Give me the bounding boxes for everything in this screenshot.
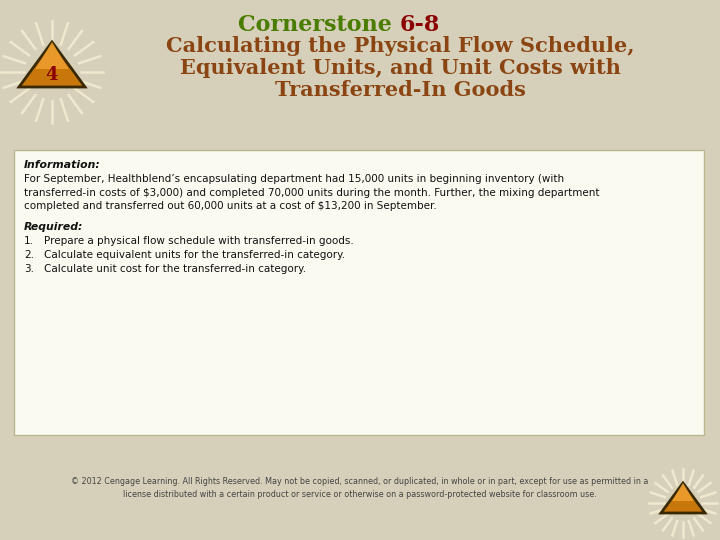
Polygon shape [672, 483, 694, 501]
Text: Transferred-In Goods: Transferred-In Goods [274, 80, 526, 100]
Text: 2.: 2. [24, 250, 34, 260]
Text: Equivalent Units, and Unit Costs with: Equivalent Units, and Unit Costs with [179, 58, 621, 78]
Text: license distributed with a certain product or service or otherwise on a password: license distributed with a certain produ… [123, 490, 597, 499]
Text: 6-8: 6-8 [400, 14, 441, 36]
Polygon shape [35, 42, 68, 69]
Text: Information:: Information: [24, 160, 101, 170]
Text: © 2012 Cengage Learning. All Rights Reserved. May not be copied, scanned, or dup: © 2012 Cengage Learning. All Rights Rese… [71, 477, 649, 486]
Text: Prepare a physical flow schedule with transferred-in goods.: Prepare a physical flow schedule with tr… [44, 237, 354, 246]
Text: 1.: 1. [24, 237, 34, 246]
Text: Calculating the Physical Flow Schedule,: Calculating the Physical Flow Schedule, [166, 36, 634, 56]
Text: transferred-in costs of $3,000) and completed 70,000 units during the month. Fur: transferred-in costs of $3,000) and comp… [24, 187, 600, 198]
FancyBboxPatch shape [14, 150, 704, 435]
Text: 3.: 3. [24, 264, 34, 273]
Text: Required:: Required: [24, 222, 84, 233]
Polygon shape [19, 42, 85, 87]
Text: Calculate unit cost for the transferred-in category.: Calculate unit cost for the transferred-… [44, 264, 306, 273]
Text: completed and transferred out 60,000 units at a cost of $13,200 in September.: completed and transferred out 60,000 uni… [24, 201, 437, 211]
Text: 4: 4 [46, 66, 58, 84]
Polygon shape [661, 483, 705, 513]
Text: Calculate equivalent units for the transferred-in category.: Calculate equivalent units for the trans… [44, 250, 345, 260]
Text: Cornerstone: Cornerstone [238, 14, 400, 36]
Text: For September, Healthblend’s encapsulating department had 15,000 units in beginn: For September, Healthblend’s encapsulati… [24, 174, 564, 184]
